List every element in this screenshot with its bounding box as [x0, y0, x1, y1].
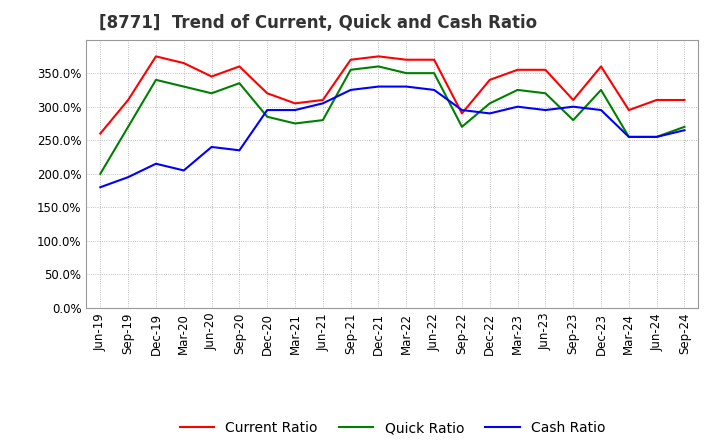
Quick Ratio	[263, 114, 271, 119]
Current Ratio	[207, 74, 216, 79]
Current Ratio	[402, 57, 410, 62]
Quick Ratio	[485, 101, 494, 106]
Quick Ratio	[96, 171, 104, 176]
Cash Ratio	[624, 134, 633, 139]
Cash Ratio	[207, 144, 216, 150]
Cash Ratio	[513, 104, 522, 109]
Current Ratio	[652, 97, 661, 103]
Quick Ratio	[624, 134, 633, 139]
Current Ratio	[485, 77, 494, 82]
Current Ratio	[179, 60, 188, 66]
Quick Ratio	[318, 117, 327, 123]
Cash Ratio	[597, 107, 606, 113]
Current Ratio	[624, 107, 633, 113]
Cash Ratio	[346, 87, 355, 92]
Legend: Current Ratio, Quick Ratio, Cash Ratio: Current Ratio, Quick Ratio, Cash Ratio	[174, 415, 611, 440]
Cash Ratio	[291, 107, 300, 113]
Current Ratio	[458, 111, 467, 116]
Text: [8771]  Trend of Current, Quick and Cash Ratio: [8771] Trend of Current, Quick and Cash …	[99, 15, 537, 33]
Quick Ratio	[569, 117, 577, 123]
Quick Ratio	[291, 121, 300, 126]
Quick Ratio	[541, 91, 550, 96]
Current Ratio	[374, 54, 383, 59]
Quick Ratio	[458, 124, 467, 129]
Cash Ratio	[318, 101, 327, 106]
Cash Ratio	[402, 84, 410, 89]
Line: Quick Ratio: Quick Ratio	[100, 66, 685, 174]
Current Ratio	[597, 64, 606, 69]
Quick Ratio	[597, 87, 606, 92]
Current Ratio	[96, 131, 104, 136]
Cash Ratio	[152, 161, 161, 166]
Quick Ratio	[179, 84, 188, 89]
Current Ratio	[513, 67, 522, 73]
Current Ratio	[124, 97, 132, 103]
Current Ratio	[152, 54, 161, 59]
Quick Ratio	[124, 124, 132, 129]
Quick Ratio	[430, 70, 438, 76]
Quick Ratio	[235, 81, 243, 86]
Current Ratio	[430, 57, 438, 62]
Quick Ratio	[680, 124, 689, 129]
Cash Ratio	[263, 107, 271, 113]
Quick Ratio	[374, 64, 383, 69]
Current Ratio	[291, 101, 300, 106]
Quick Ratio	[402, 70, 410, 76]
Line: Cash Ratio: Cash Ratio	[100, 87, 685, 187]
Current Ratio	[263, 91, 271, 96]
Cash Ratio	[485, 111, 494, 116]
Cash Ratio	[458, 107, 467, 113]
Current Ratio	[235, 64, 243, 69]
Cash Ratio	[652, 134, 661, 139]
Quick Ratio	[513, 87, 522, 92]
Cash Ratio	[235, 148, 243, 153]
Quick Ratio	[346, 67, 355, 73]
Line: Current Ratio: Current Ratio	[100, 56, 685, 134]
Quick Ratio	[207, 91, 216, 96]
Cash Ratio	[96, 185, 104, 190]
Current Ratio	[318, 97, 327, 103]
Cash Ratio	[430, 87, 438, 92]
Current Ratio	[680, 97, 689, 103]
Cash Ratio	[541, 107, 550, 113]
Quick Ratio	[652, 134, 661, 139]
Current Ratio	[569, 97, 577, 103]
Cash Ratio	[374, 84, 383, 89]
Cash Ratio	[680, 128, 689, 133]
Cash Ratio	[124, 175, 132, 180]
Current Ratio	[346, 57, 355, 62]
Quick Ratio	[152, 77, 161, 82]
Cash Ratio	[179, 168, 188, 173]
Cash Ratio	[569, 104, 577, 109]
Current Ratio	[541, 67, 550, 73]
